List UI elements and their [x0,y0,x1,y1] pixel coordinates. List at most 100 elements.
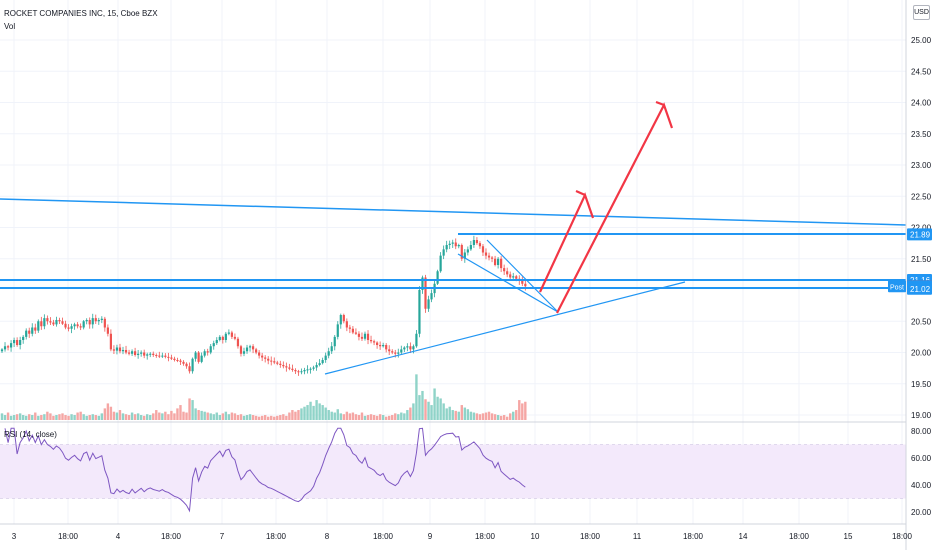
volume-bar [239,414,243,420]
candle-body [418,290,421,334]
candle-body [466,249,469,253]
volume-bar [454,410,457,420]
volume-bar [227,414,231,420]
volume-bar [291,410,294,420]
volume-bar [406,410,409,420]
candle-body [140,352,143,354]
volume-bar [478,414,482,420]
volume-bar [324,407,327,420]
candle-body [197,352,200,362]
candle-body [130,351,134,354]
candle-body [348,327,351,329]
volume-bar [152,413,155,420]
candle-body [206,351,209,353]
volume-bar [472,412,476,420]
volume-bar [197,410,200,420]
candle-body [9,343,13,348]
volume-bar [133,414,137,420]
candle-body [261,355,264,358]
candle-body [46,318,49,322]
candle-body [25,330,28,337]
volume-bar [445,408,448,420]
volume-bar [176,408,179,420]
volume-bar [64,415,67,420]
volume-bar [421,390,424,420]
candle-body [258,352,261,356]
flag-line-bottom[interactable] [457,253,559,313]
volume-bar [251,415,255,420]
candle-body [143,352,146,356]
projection-arrow-large[interactable] [556,102,674,314]
candle-body [245,347,249,352]
projection-arrow-large-head[interactable] [655,100,665,107]
candle-body [61,321,64,324]
time-tick: 18:00 [580,532,601,541]
candle-body [88,320,91,325]
volume-bar [378,414,382,420]
post-tag-label: Post [890,284,904,291]
time-tick: 18:00 [683,532,704,541]
volume-bar [400,412,403,420]
candle-body [506,271,509,275]
time-axis[interactable]: 3 18:00 4 18:00 7 18:00 8 18:00 9 18:00 10 18:00 11 1… [12,532,913,541]
candle-body [354,332,358,334]
volume-bar [288,412,291,420]
volume-bar [215,412,218,420]
candle-body [6,346,10,348]
volume-bar [475,413,479,420]
volume-bar [236,415,240,420]
volume-bar [254,415,258,420]
candle-body [137,353,140,355]
candle-body [469,245,472,250]
volume-bar [200,410,203,420]
rsi-tick: 40.00 [911,481,932,490]
candle-body [97,320,100,322]
volume-bar [161,413,164,420]
candle-body [312,367,315,369]
candle-body [351,328,354,333]
candle-body [34,327,37,331]
candle-body [291,368,294,370]
volume-bar [43,414,46,420]
time-tick: 18:00 [475,532,496,541]
volume-bar [115,412,119,420]
price-tick: 25.00 [911,36,932,45]
time-tick: 18:00 [892,532,913,541]
volume-bar [354,414,358,420]
volume-bar [206,412,209,420]
candle-body [155,355,158,356]
trendline-lower[interactable] [324,281,686,375]
volume-bar [436,396,439,420]
volume-bar [49,413,52,420]
currency-button[interactable]: USD [913,5,930,20]
candle-body [103,318,106,328]
projection-arrow-small-head[interactable] [575,189,586,197]
volume-bar [203,411,206,420]
volume-bar [451,410,454,420]
trendline-upper[interactable] [0,198,907,226]
volume-bar [185,412,188,420]
volume-bar [218,415,221,420]
price-tick: 23.50 [911,130,932,139]
flag-line-top[interactable] [486,239,559,313]
time-tick: 15 [844,532,853,541]
candle-body [463,252,466,259]
volume-bar [512,411,515,420]
volume-bar [351,412,355,420]
volume-bar [339,413,342,420]
time-tick: 18:00 [161,532,182,541]
volume-bar [384,416,388,420]
candle-body [430,293,433,300]
drawings[interactable] [0,100,907,375]
candle-body [448,243,451,245]
projection-arrow-small[interactable] [539,192,595,293]
volume-bar [221,413,225,420]
price-tick: 20.50 [911,317,932,326]
volume-bar [15,414,19,420]
candle-body [82,321,85,328]
candle-body [366,333,370,340]
price-axis[interactable]: 25.00 24.50 24.00 23.50 23.00 22.50 22.00 21.50… [911,36,932,420]
candle-body [509,274,512,278]
